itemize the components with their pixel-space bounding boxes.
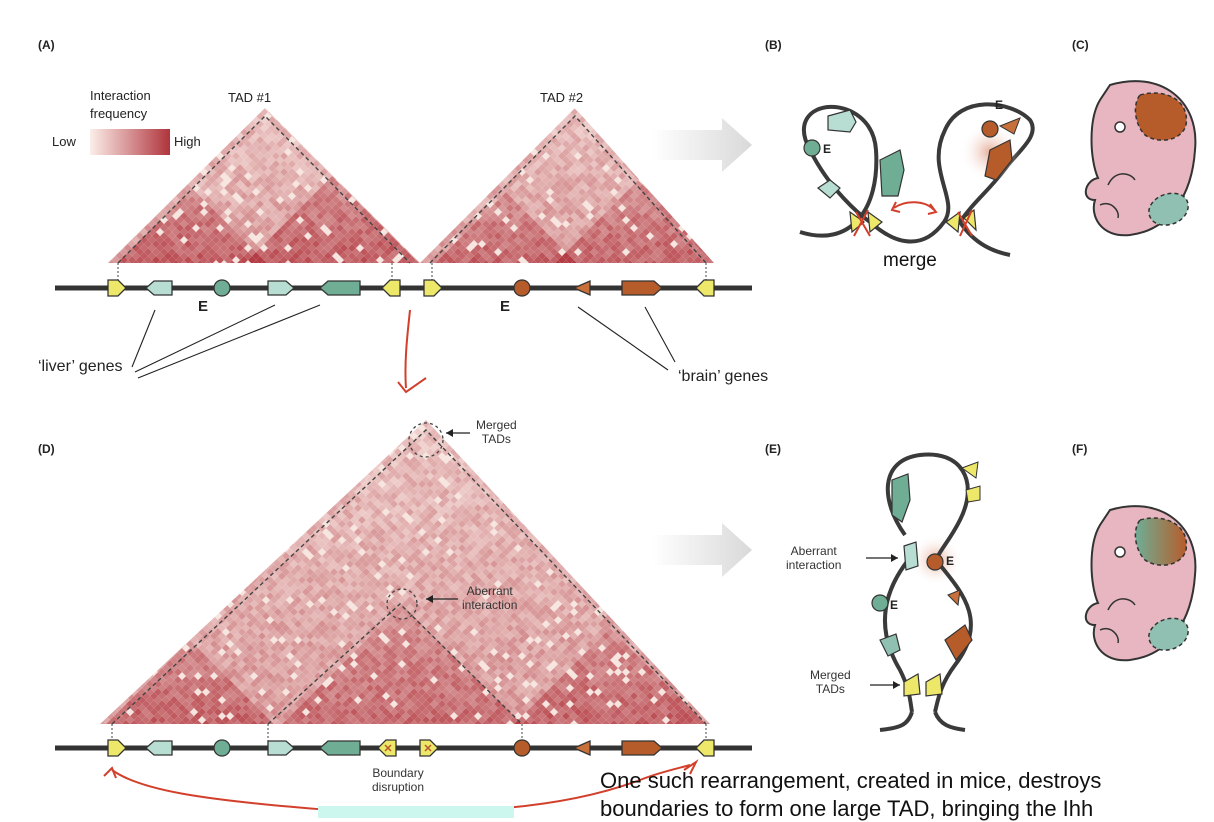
- merge-label: merge: [883, 250, 937, 272]
- gene-marker: [514, 280, 530, 296]
- hic-heatmaps: [86, 92, 722, 732]
- chromosome-d: ✕✕: [55, 740, 752, 756]
- heatmap-cells: [406, 92, 722, 272]
- legend-title-line1: Interaction: [90, 88, 151, 103]
- panel-label-d: (D): [38, 442, 55, 456]
- gene-marker: [268, 281, 294, 295]
- annotation-down-arrow: [398, 310, 426, 392]
- chromatin-loops-e: [872, 454, 980, 730]
- panel-label-e: (E): [765, 442, 781, 456]
- panel-label-f: (F): [1072, 442, 1087, 456]
- gene-marker: [622, 281, 662, 295]
- gene-marker: [320, 741, 360, 755]
- gene-marker: [214, 280, 230, 296]
- chromatin-loops-b: [800, 104, 1033, 255]
- tad2-label: TAD #2: [540, 90, 583, 105]
- enhancer-label: E: [946, 554, 954, 568]
- annotation-loop-head: [104, 768, 116, 778]
- enhancer-label: E: [198, 298, 208, 315]
- gene-marker: [696, 740, 714, 756]
- aberrant-e-arrow: [866, 554, 898, 562]
- gene-marker: [146, 741, 172, 755]
- text-highlight: [318, 806, 514, 818]
- gene-marker: [424, 280, 442, 296]
- panel-label-a: (A): [38, 38, 55, 52]
- merged-e-arrow: [870, 681, 900, 689]
- chromosome-a: [55, 280, 752, 296]
- gene-marker: [574, 281, 590, 295]
- gene-marker: [382, 280, 400, 296]
- right-arrow-bottom: [652, 523, 752, 577]
- gene-marker: [108, 740, 126, 756]
- caption-line1: One such rearrangement, created in mice,…: [600, 768, 1101, 794]
- gene-marker: [622, 741, 662, 755]
- gene-marker: [214, 740, 230, 756]
- legend-gradient: [90, 129, 170, 155]
- legend-low: Low: [52, 134, 76, 149]
- boundary-disruption-label: Boundary disruption: [372, 766, 424, 794]
- aberrant-interaction-e-label: Aberrant interaction: [786, 544, 841, 572]
- gene-marker: [108, 280, 126, 296]
- panel-label-c: (C): [1072, 38, 1089, 52]
- right-arrow-top: [652, 118, 752, 172]
- liver-genes-label: ‘liver’ genes: [38, 358, 122, 376]
- gene-marker: [146, 281, 172, 295]
- gene-marker: [514, 740, 530, 756]
- caption-line2: boundaries to form one large TAD, bringi…: [600, 796, 1093, 822]
- gene-marker: [268, 741, 294, 755]
- gene-marker: [696, 280, 714, 296]
- enhancer-label: E: [890, 598, 898, 612]
- tad1-label: TAD #1: [228, 90, 271, 105]
- embryo-f: [1086, 506, 1196, 660]
- panel-label-b: (B): [765, 38, 782, 52]
- merged-tads-arrow: [446, 429, 470, 437]
- enhancer-label: E: [823, 142, 831, 156]
- enhancer-label: E: [500, 298, 510, 315]
- legend-title-line2: frequency: [90, 106, 147, 121]
- embryo-c: [1086, 81, 1196, 235]
- merged-tads-label: Merged TADs: [476, 418, 517, 446]
- enhancer-label: E: [995, 98, 1003, 112]
- legend-high: High: [174, 134, 201, 149]
- aberrant-interaction-label: Aberrant interaction: [462, 584, 517, 612]
- gene-marker: [320, 281, 360, 295]
- brain-genes-label: ‘brain’ genes: [678, 368, 768, 386]
- liver-leaders: [132, 305, 320, 378]
- brain-leaders: [578, 307, 675, 370]
- gene-marker: [574, 741, 590, 755]
- merged-tads-e-label: Merged TADs: [810, 668, 851, 696]
